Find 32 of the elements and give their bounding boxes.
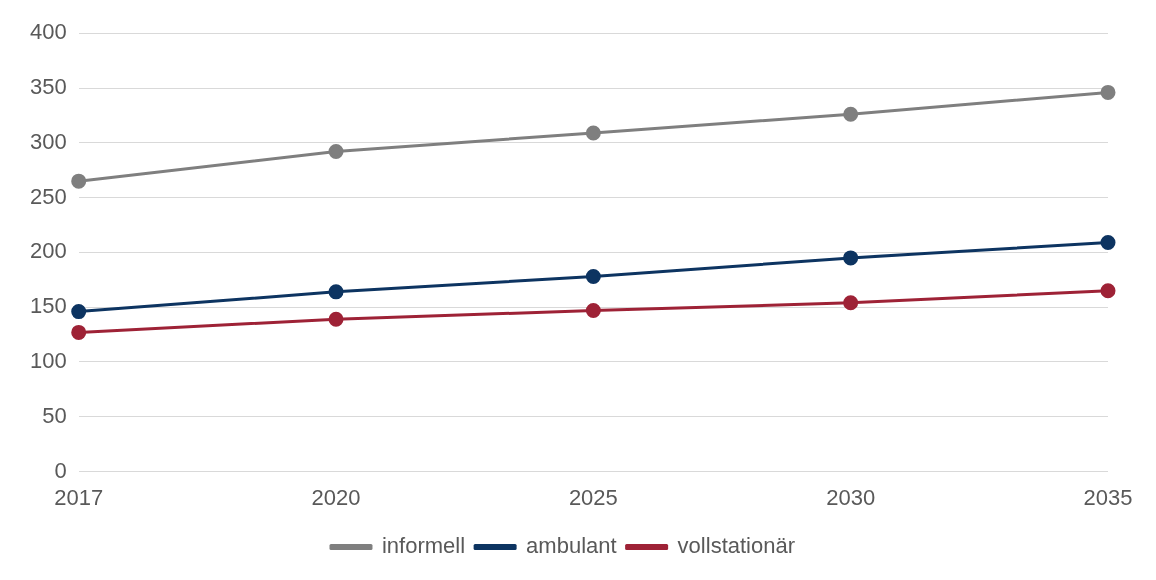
x-tick-label: 2025 bbox=[568, 484, 618, 510]
point bbox=[328, 311, 344, 327]
y-tick-label: 50 bbox=[42, 402, 67, 428]
point bbox=[1100, 84, 1116, 100]
point bbox=[71, 173, 87, 189]
point bbox=[585, 125, 601, 141]
x-tick-label: 2017 bbox=[54, 484, 104, 510]
y-tick-label: 400 bbox=[29, 19, 67, 45]
legend-label: informell bbox=[381, 533, 466, 559]
point bbox=[843, 250, 859, 266]
point bbox=[585, 302, 601, 318]
point bbox=[1100, 235, 1116, 251]
point bbox=[328, 284, 344, 300]
point bbox=[585, 269, 601, 285]
point bbox=[843, 106, 859, 122]
y-tick-label: 0 bbox=[54, 457, 67, 483]
point bbox=[1100, 283, 1116, 299]
legend-label: vollstationär bbox=[677, 533, 796, 559]
legend-label: ambulant bbox=[526, 533, 617, 559]
x-tick-label: 2020 bbox=[311, 484, 361, 510]
y-tick-label: 350 bbox=[29, 74, 67, 100]
point bbox=[843, 295, 859, 311]
x-tick-label: 2030 bbox=[826, 484, 876, 510]
y-tick-label: 150 bbox=[29, 293, 67, 319]
y-tick-label: 200 bbox=[29, 238, 67, 264]
y-tick-label: 100 bbox=[29, 348, 67, 374]
point bbox=[71, 304, 87, 320]
point bbox=[328, 144, 344, 160]
y-tick-label: 300 bbox=[29, 128, 67, 154]
x-tick-label: 2035 bbox=[1083, 484, 1133, 510]
point bbox=[71, 324, 87, 340]
y-tick-label: 250 bbox=[29, 183, 67, 209]
